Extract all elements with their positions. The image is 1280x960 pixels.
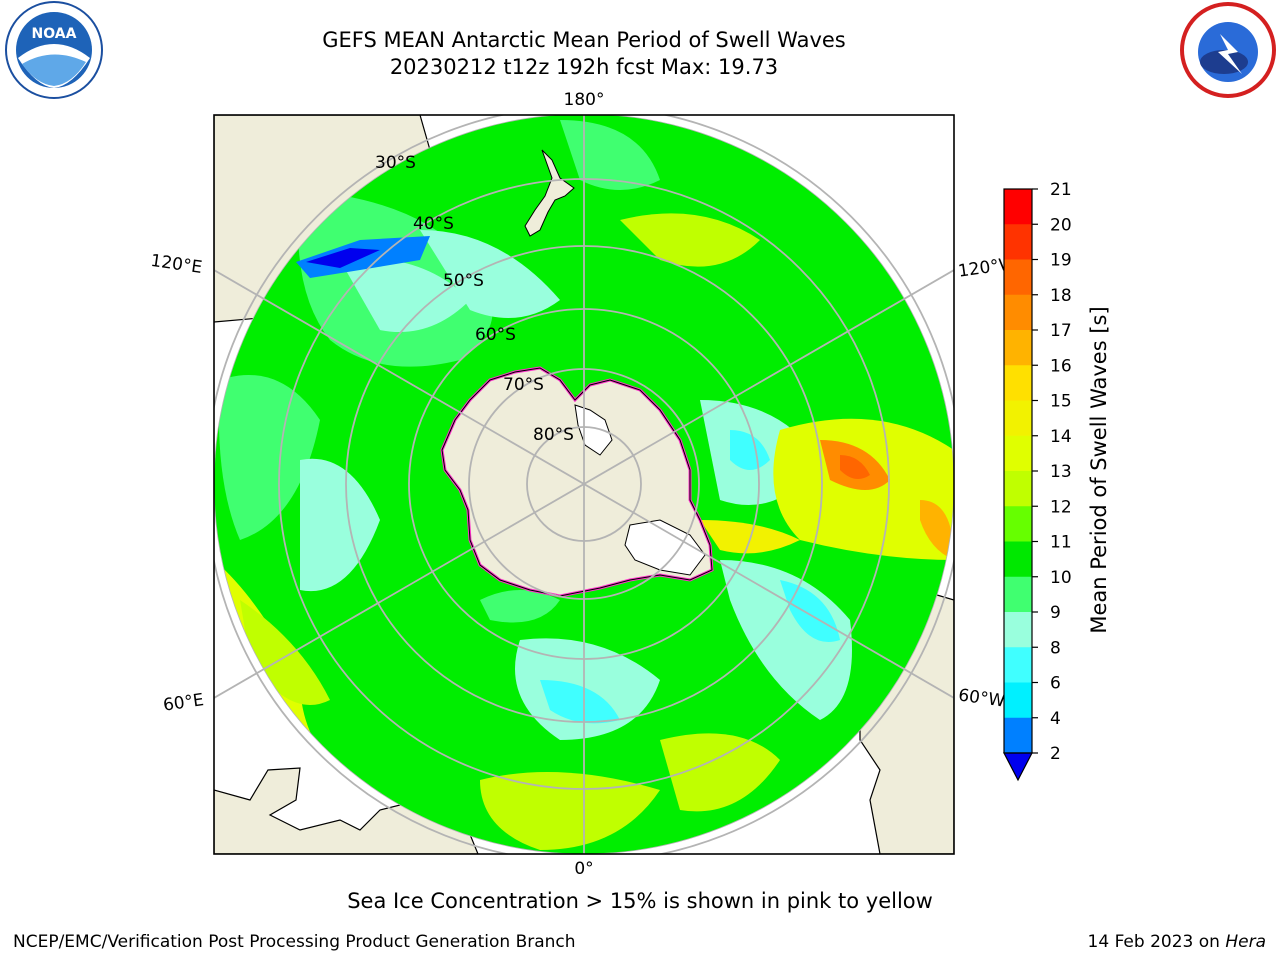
footer-date: 14 Feb 2023 on Hera [1088, 932, 1266, 952]
colorbar-segment [1004, 471, 1032, 507]
map-panel [214, 115, 954, 854]
colorbar-segment [1004, 506, 1032, 542]
lat-label-70s: 70°S [503, 375, 544, 395]
colorbar-tick-label: 6 [1050, 674, 1061, 694]
lat-label-50s: 50°S [443, 271, 484, 291]
colorbar-tick-label: 18 [1050, 286, 1072, 306]
colorbar-segment [1004, 259, 1032, 296]
colorbar-tick-label: 2 [1050, 744, 1061, 764]
nws-logo [1180, 2, 1276, 98]
colorbar-segment [1004, 294, 1032, 331]
colorbar-tick-label: 19 [1050, 251, 1072, 271]
colorbar-segment [1004, 330, 1032, 366]
colorbar-segment [1004, 682, 1032, 719]
footer-host: Hera [1225, 932, 1266, 952]
colorbar-segment [1004, 541, 1032, 578]
colorbar-tick-label: 16 [1050, 356, 1072, 376]
colorbar-tick-label: 12 [1050, 497, 1072, 517]
lon-label-60e: 60°E [162, 690, 205, 715]
graticule [214, 115, 954, 854]
lat-label-60s: 60°S [475, 325, 516, 345]
colorbar: 21 20 19 18 17 16 15 14 13 12 11 10 9 8 6 4 2 [1003, 180, 1072, 782]
colorbar-segment [1004, 647, 1032, 683]
footer-date-text: 14 Feb 2023 on [1087, 932, 1226, 952]
colorbar-segment [1004, 612, 1032, 648]
lat-label-80s: 80°S [533, 425, 574, 445]
lon-label-180: 180° [564, 90, 605, 110]
map-title: GEFS MEAN Antarctic Mean Period of Swell… [322, 28, 846, 52]
colorbar-tick-label: 8 [1050, 638, 1061, 658]
colorbar-tick-label: 4 [1050, 709, 1061, 729]
map-frame [213, 114, 955, 855]
noaa-logo: NOAA [5, 1, 103, 99]
colorbar-segment [1004, 400, 1032, 437]
sea-ice-note: Sea Ice Concentration > 15% is shown in … [347, 889, 933, 913]
lat-label-40s: 40°S [413, 214, 454, 234]
colorbar-tick-label: 13 [1050, 462, 1072, 482]
swell-period-field [214, 115, 954, 854]
colorbar-tick-label: 21 [1050, 180, 1072, 200]
lon-label-0: 0° [574, 859, 593, 879]
lon-label-120e: 120°E [149, 251, 203, 278]
colorbar-tick-label: 17 [1050, 321, 1072, 341]
lat-label-30s: 30°S [375, 153, 416, 173]
colorbar-tick-label: 20 [1050, 215, 1072, 235]
colorbar-label: Mean Period of Swell Waves [s] [1087, 306, 1111, 633]
lon-label-60w: 60°W [957, 685, 1006, 711]
colorbar-tick-label: 9 [1050, 603, 1061, 623]
map-subtitle: 20230212 t12z 192h fcst Max: 19.73 [389, 55, 779, 79]
colorbar-tick-label: 11 [1050, 533, 1072, 553]
footer-credit: NCEP/EMC/Verification Post Processing Pr… [13, 932, 576, 952]
ice-shelf [624, 519, 706, 576]
colorbar-tick-label: 15 [1050, 392, 1072, 412]
colorbar-extension [1003, 752, 1033, 782]
colorbar-segment [1004, 189, 1032, 225]
colorbar-segment [1004, 576, 1032, 613]
colorbar-tick-label: 14 [1050, 427, 1072, 447]
colorbar-segment [1004, 365, 1032, 401]
colorbar-tick-label: 10 [1050, 568, 1072, 588]
colorbar-segment [1004, 717, 1032, 754]
colorbar-segment [1004, 224, 1032, 260]
noaa-logo-text: NOAA [32, 26, 77, 42]
colorbar-segment [1004, 435, 1032, 472]
